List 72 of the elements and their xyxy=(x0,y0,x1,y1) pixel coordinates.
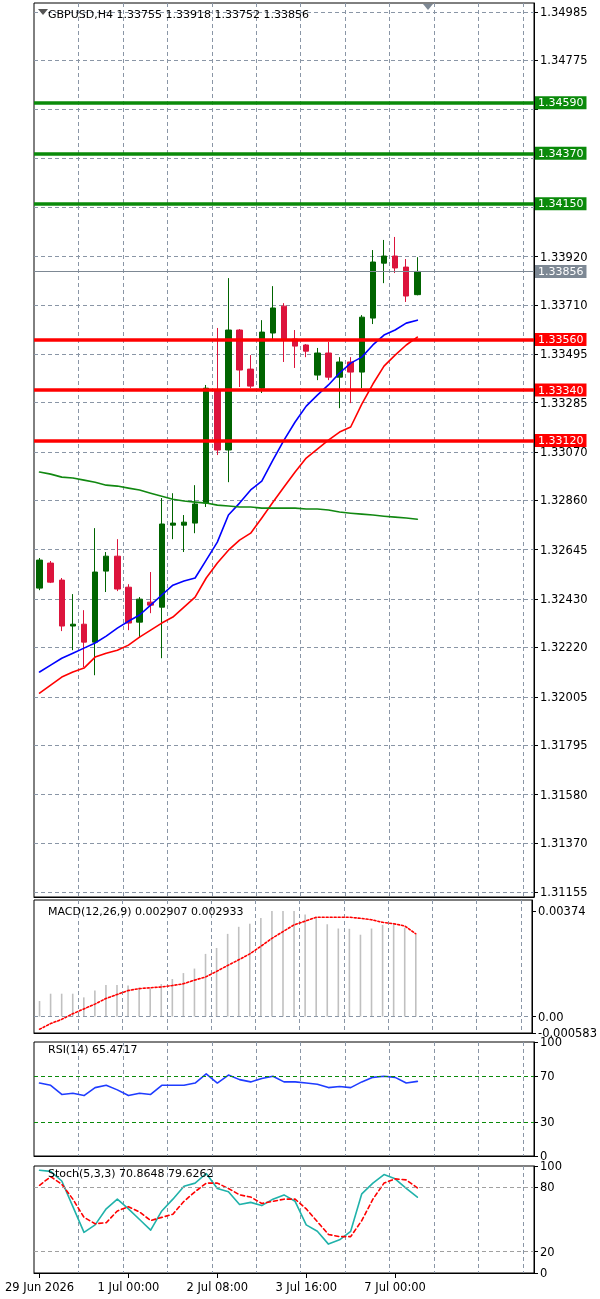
y-tick-label: 1.31580 xyxy=(540,787,588,802)
candlestick xyxy=(114,538,121,592)
candlestick xyxy=(370,249,376,325)
y-tick-label: 1.33495 xyxy=(540,347,588,362)
text: MACD(12,26,9) 0.002907 0.002933 xyxy=(48,905,244,918)
candlestick xyxy=(36,557,43,591)
y-tick-label: 70 xyxy=(540,1069,555,1084)
candlestick xyxy=(181,514,187,553)
candlestick xyxy=(314,347,321,381)
candlestick xyxy=(103,551,109,593)
candlestick xyxy=(47,560,54,584)
y-tick-label: 1.33710 xyxy=(540,297,588,312)
candlestick xyxy=(70,593,76,651)
line-series xyxy=(38,471,419,520)
candlestick xyxy=(170,492,176,540)
y-tick-label: 1.34775 xyxy=(540,53,588,68)
ref-line-label: 1.34590 xyxy=(538,96,584,110)
ref-line-label: 1.33560 xyxy=(538,332,584,346)
candlestick xyxy=(159,497,165,659)
ref-line-label: 1.34370 xyxy=(538,146,584,160)
candlestick xyxy=(59,577,65,632)
y-tick-label: 80 xyxy=(540,1180,555,1195)
candlestick xyxy=(325,341,332,381)
y-tick-label: 1.32645 xyxy=(540,542,588,557)
candlestick xyxy=(347,356,354,404)
y-tick-label: 1.33070 xyxy=(540,445,588,460)
line-series xyxy=(38,1169,419,1245)
y-tick-label: 0.00 xyxy=(537,1009,564,1024)
x-tick-label: 7 Jul 00:00 xyxy=(364,1280,426,1294)
y-tick-label: 1.33285 xyxy=(540,395,588,410)
ref-line-label: 1.34150 xyxy=(538,197,584,211)
candlestick xyxy=(270,285,276,341)
text: GBPUSD,H4 1.33755 1.33918 1.33752 1.33856 xyxy=(48,8,309,21)
candlestick xyxy=(236,328,243,388)
y-tick-label: 1.32430 xyxy=(540,592,588,607)
x-tick-label: 2 Jul 08:00 xyxy=(186,1280,249,1294)
candlestick xyxy=(303,343,309,358)
y-tick-label: 1.33920 xyxy=(540,249,588,264)
candlestick xyxy=(381,239,387,284)
y-tick-label: 30 xyxy=(540,1114,555,1129)
ref-line-label: 1.33856 xyxy=(538,264,584,278)
chart-title: RSI(14) 65.4717 xyxy=(48,1043,138,1056)
candlestick xyxy=(247,354,254,389)
ref-line-label: 1.33340 xyxy=(538,383,584,397)
line-series xyxy=(38,916,417,1031)
y-tick-label: 1.32220 xyxy=(540,640,588,655)
x-tick-label: 29 Jun 2026 xyxy=(4,1280,75,1294)
ref-line-label: 1.33120 xyxy=(538,434,584,448)
line-series xyxy=(38,1073,419,1097)
y-tick-label: 0 xyxy=(540,1266,548,1280)
y-tick-label: 1.31155 xyxy=(540,885,588,900)
y-tick-label: 1.31795 xyxy=(540,738,588,753)
x-tick-label: 1 Jul 00:00 xyxy=(97,1280,160,1294)
candlestick xyxy=(125,583,132,631)
y-tick-label: 20 xyxy=(540,1244,555,1259)
candlestick xyxy=(81,609,87,668)
candlestick xyxy=(403,258,409,303)
candlestick xyxy=(136,596,143,638)
x-tick-label: 3 Jul 16:00 xyxy=(275,1280,338,1294)
candlestick xyxy=(392,236,398,274)
y-tick-label: 1.32005 xyxy=(540,689,588,704)
y-tick-label: 1.32860 xyxy=(540,493,588,508)
candlestick xyxy=(203,384,209,508)
candlestick xyxy=(414,256,421,296)
y-tick-label: 1.31370 xyxy=(540,835,588,850)
y-tick-label: 1.34985 xyxy=(540,4,588,19)
candlestick xyxy=(281,302,287,363)
candlestick xyxy=(192,484,198,534)
candlestick xyxy=(92,527,98,676)
y-tick-label: 0.00374 xyxy=(537,904,586,919)
candlestick xyxy=(259,319,265,394)
candlestick xyxy=(214,327,221,456)
